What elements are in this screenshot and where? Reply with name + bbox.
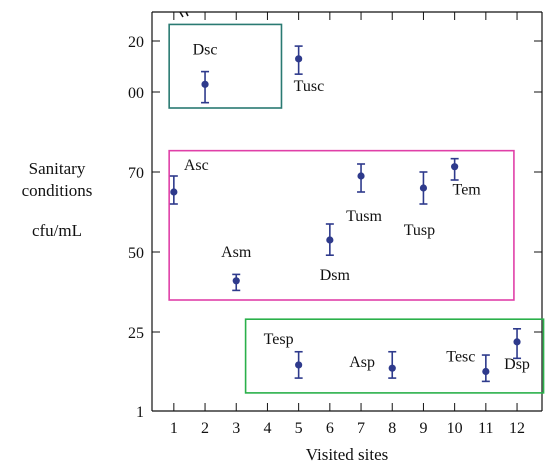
point-label: Asm [221,244,252,261]
data-point-tesp: Tesp [264,331,303,379]
point-label: Tesc [446,349,475,366]
data-point-tusc: Tusc [294,45,325,95]
marker [388,364,396,372]
point-label: Asp [349,354,375,371]
y-axis-label-line-1: Sanitary [28,159,86,178]
marker [513,338,521,346]
y-tick-label: 20 [128,34,144,51]
y-axis-label: Sanitary conditions cfu/mL [2,158,112,242]
y-tick-label: 25 [128,325,144,342]
marker [201,80,209,88]
point-label: Dsm [320,267,351,284]
x-tick-label: 6 [326,420,334,437]
x-tick-label: 12 [509,420,525,437]
data-point-asp: Asp [349,350,397,379]
data-point-dsm: Dsm [320,223,351,284]
data-point-tem: Tem [450,157,482,199]
data-points: Asc Dsc Asm Tusc Tesp Dsm Tusm Asp Tusp Tem Tesc Ds… [169,41,530,383]
group-box-middle [168,149,515,301]
point-label: Tesp [264,331,294,348]
y-tick-label: 1 [136,404,144,421]
y-axis-label-line-2: conditions [21,181,93,200]
point-label: Dsp [504,356,530,373]
point-label: Dsc [193,41,218,58]
x-tick-label: 11 [478,420,493,437]
marker [419,184,428,192]
point-label: Tusc [294,78,325,95]
marker [232,277,240,285]
x-tick-label: 2 [201,420,209,437]
marker [170,188,178,196]
y-tick-label: 00 [128,85,144,102]
data-point-tusm: Tusm [346,163,383,225]
marker [295,361,303,369]
corner-mark [179,11,189,18]
point-label: Tusm [346,208,382,225]
marker [482,367,490,376]
data-point-tusp: Tusp [404,171,435,239]
marker [295,55,303,63]
marker [357,172,365,180]
data-point-asc: Asc [169,157,209,205]
point-label: Tusp [404,222,435,239]
marker [326,236,334,244]
x-axis-label: Visited sites [306,445,389,464]
x-tick-label: 5 [295,420,303,437]
x-tick-label: 1 [170,420,178,437]
y-tick-label: 70 [128,165,144,182]
point-label: Asc [184,157,209,174]
y-axis-label-line-3: cfu/mL [31,221,83,240]
marker [451,163,459,171]
data-point-asm: Asm [221,244,252,292]
data-point-dsp: Dsp [504,327,530,373]
x-tick-label: 7 [357,420,365,437]
x-tick-label: 8 [388,420,396,437]
x-tick-label: 10 [447,420,463,437]
y-tick-label: 50 [128,245,144,262]
x-tick-label: 3 [232,420,240,437]
x-tick-label: 9 [419,420,427,437]
x-tick-label: 4 [263,420,271,437]
group-boxes [168,23,545,394]
data-point-tesc: Tesc [446,349,490,383]
point-label: Tem [453,182,482,199]
group-box-bottom [244,318,545,394]
data-point-dsc: Dsc [193,41,218,104]
group-box-top [168,23,283,109]
